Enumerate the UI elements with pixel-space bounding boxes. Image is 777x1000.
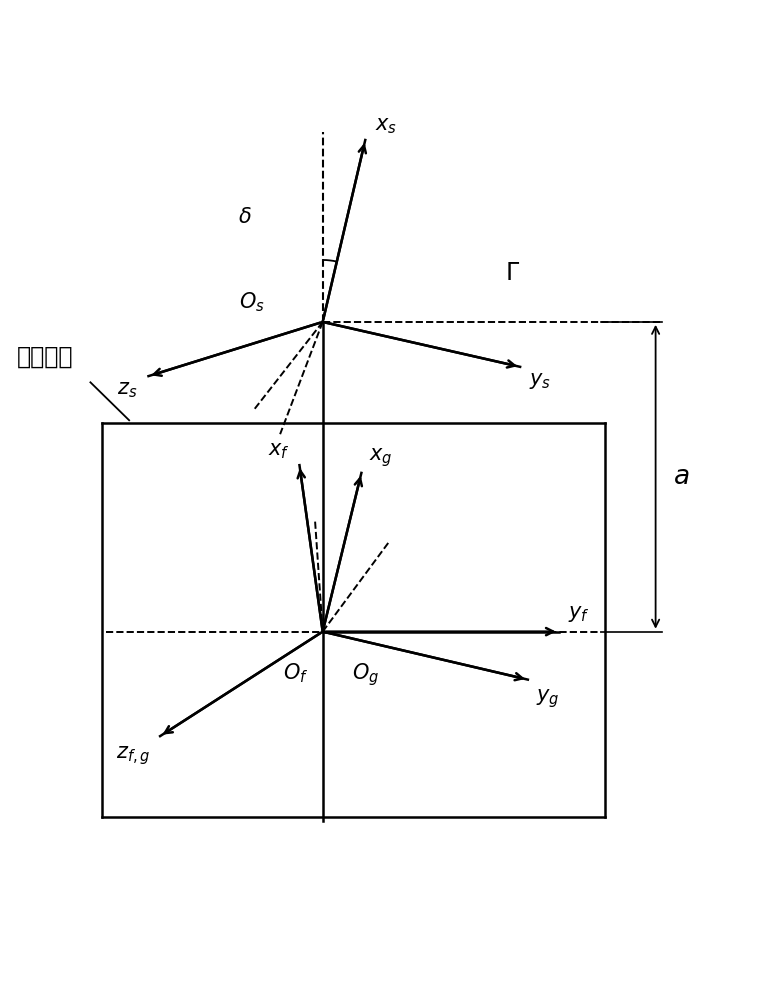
Text: $x_s$: $x_s$	[375, 116, 397, 136]
Text: $z_{f,g}$: $z_{f,g}$	[117, 744, 151, 767]
Text: $x_g$: $x_g$	[369, 446, 392, 469]
Text: $y_f$: $y_f$	[568, 604, 590, 624]
Text: $y_s$: $y_s$	[529, 371, 552, 391]
Text: $O_g$: $O_g$	[352, 661, 379, 688]
Text: $z_s$: $z_s$	[117, 380, 137, 400]
Text: $\delta$: $\delta$	[239, 207, 253, 227]
Text: $x_f$: $x_f$	[268, 441, 290, 461]
Text: 计算平面: 计算平面	[17, 345, 73, 369]
Text: $O_s$: $O_s$	[239, 291, 265, 314]
Text: $a$: $a$	[673, 464, 689, 490]
Text: $y_g$: $y_g$	[535, 687, 559, 710]
Text: $O_f$: $O_f$	[283, 661, 308, 685]
Text: $\Gamma$: $\Gamma$	[504, 261, 520, 285]
